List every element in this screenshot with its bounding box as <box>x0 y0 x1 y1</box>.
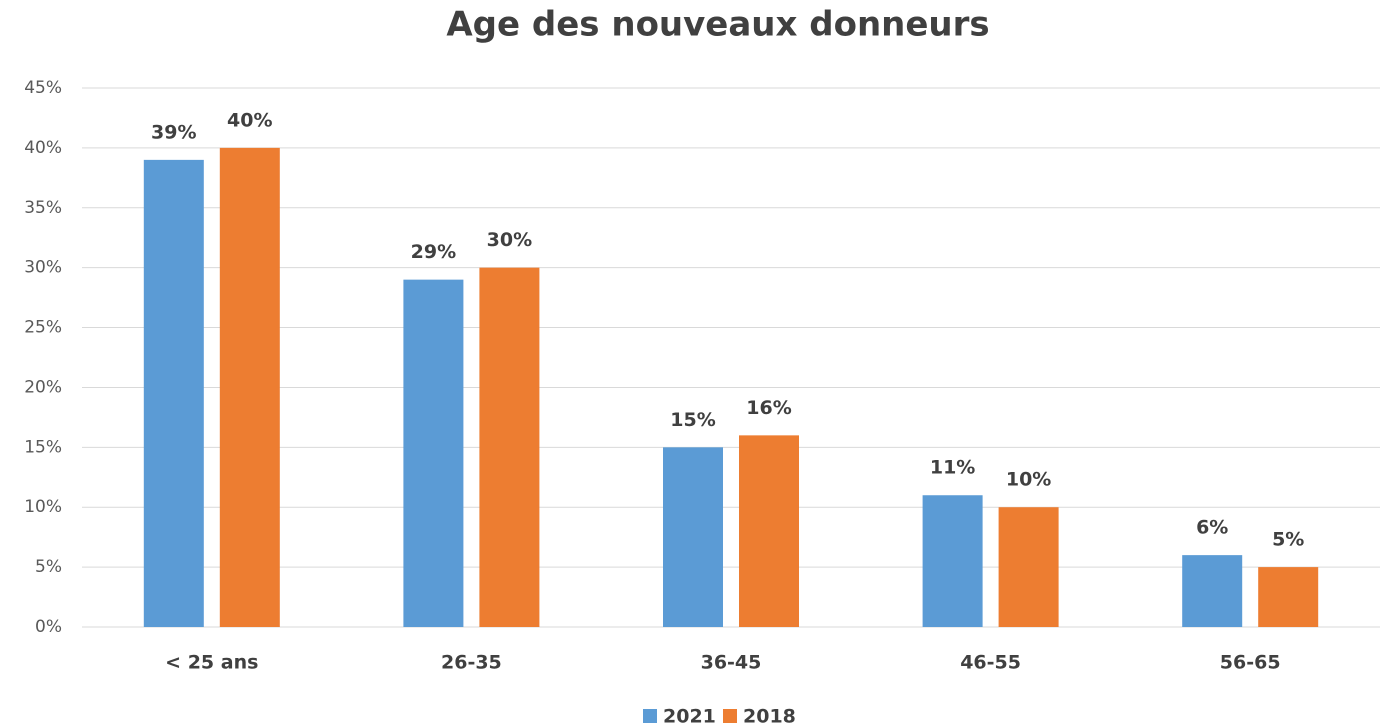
value-label: 6% <box>1196 517 1228 539</box>
x-tick-label: 56-65 <box>1220 652 1281 674</box>
y-tick-label: 15% <box>24 437 62 457</box>
legend-swatch <box>643 709 657 723</box>
value-label: 15% <box>670 409 715 431</box>
y-tick-label: 25% <box>24 318 62 338</box>
bar <box>922 495 983 627</box>
legend-label: 2018 <box>743 706 796 728</box>
bar <box>479 267 540 627</box>
x-tick-label: < 25 ans <box>165 652 258 674</box>
x-tick-label: 36-45 <box>701 652 762 674</box>
bar <box>663 447 723 627</box>
y-tick-label: 0% <box>35 617 62 637</box>
y-tick-label: 35% <box>24 198 62 218</box>
bar <box>998 507 1059 627</box>
value-label: 30% <box>487 229 532 251</box>
y-tick-label: 30% <box>24 258 62 278</box>
bar <box>1182 555 1243 627</box>
value-label: 11% <box>930 457 975 479</box>
x-tick-label: 46-55 <box>960 652 1021 674</box>
value-label: 16% <box>746 397 791 419</box>
bar <box>1258 567 1319 627</box>
value-label: 5% <box>1272 529 1304 551</box>
value-label: 29% <box>411 241 456 263</box>
value-label: 10% <box>1006 469 1051 491</box>
bar <box>739 435 799 627</box>
y-tick-label: 20% <box>24 377 62 397</box>
x-tick-label: 26-35 <box>441 652 502 674</box>
value-label: 40% <box>227 109 272 131</box>
bar <box>219 147 280 627</box>
y-tick-label: 45% <box>24 78 62 98</box>
legend-label: 2021 <box>663 706 716 728</box>
y-tick-label: 5% <box>35 557 62 577</box>
value-label: 39% <box>151 121 196 143</box>
bar <box>403 279 464 627</box>
y-tick-label: 10% <box>24 497 62 517</box>
y-tick-label: 40% <box>24 138 62 158</box>
chart-title: Age des nouveaux donneurs <box>446 5 989 45</box>
bar <box>143 159 204 627</box>
legend-swatch <box>723 709 737 723</box>
